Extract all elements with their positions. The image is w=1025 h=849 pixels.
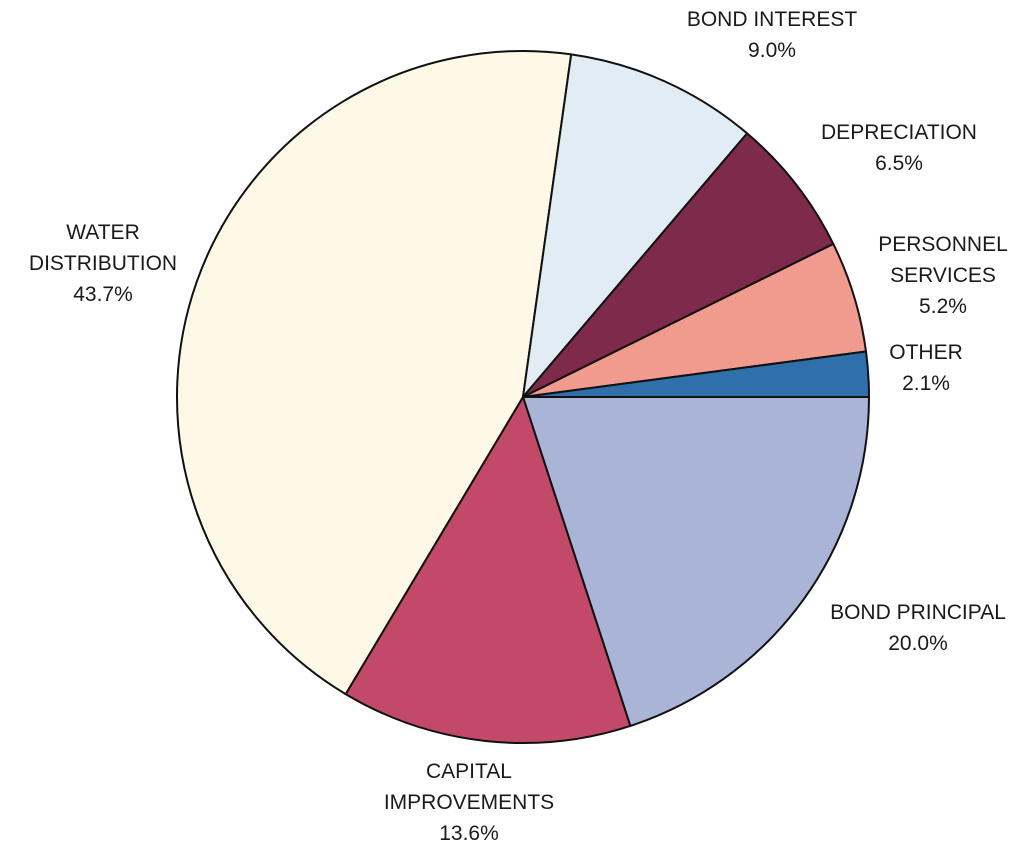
slice-label-text: PERSONNEL: [878, 233, 1008, 256]
slice-value-label: 9.0%: [748, 39, 796, 62]
pie-slice-depreciation: [522, 132, 835, 398]
slice-label-text: SERVICES: [890, 264, 996, 287]
slice-label-text: WATER: [66, 221, 140, 244]
slice-value-label: 5.2%: [919, 295, 967, 318]
pie-slice-bond-principal: [522, 396, 870, 727]
slice-label-water-distribution: WATER DISTRIBUTION 43.7%: [29, 217, 177, 310]
slice-label-text: OTHER: [889, 341, 963, 364]
slice-label-text: BOND PRINCIPAL: [830, 601, 1006, 624]
pie-slice-water-distribution: [176, 50, 573, 696]
slice-value-label: 13.6%: [439, 822, 499, 845]
slice-label-personnel-services: PERSONNEL SERVICES 5.2%: [878, 229, 1008, 322]
slice-label-depreciation: DEPRECIATION 6.5%: [821, 117, 977, 179]
slice-label-text: BOND INTEREST: [686, 8, 858, 31]
slice-label-text: DISTRIBUTION: [28, 252, 178, 275]
slice-label-text: CAPITAL: [426, 760, 512, 783]
slice-value-label: 20.0%: [888, 632, 948, 655]
slice-label-capital-improvements: CAPITAL IMPROVEMENTS 13.6%: [384, 756, 554, 849]
slice-label-other: OTHER 2.1%: [889, 337, 963, 399]
pie-slice-capital-improvements: [344, 396, 632, 744]
slice-label-bond-principal: BOND PRINCIPAL 20.0%: [830, 597, 1006, 659]
slice-value-label: 43.7%: [73, 283, 133, 306]
pie-slice-bond-interest: [522, 53, 749, 398]
slice-label-text: IMPROVEMENTS: [383, 791, 555, 814]
pie-slice-other: [522, 350, 870, 398]
slice-label-text: DEPRECIATION: [821, 121, 977, 144]
slice-value-label: 6.5%: [875, 152, 923, 175]
slice-label-bond-interest: BOND INTEREST 9.0%: [687, 4, 857, 66]
slice-value-label: 2.1%: [902, 372, 950, 395]
